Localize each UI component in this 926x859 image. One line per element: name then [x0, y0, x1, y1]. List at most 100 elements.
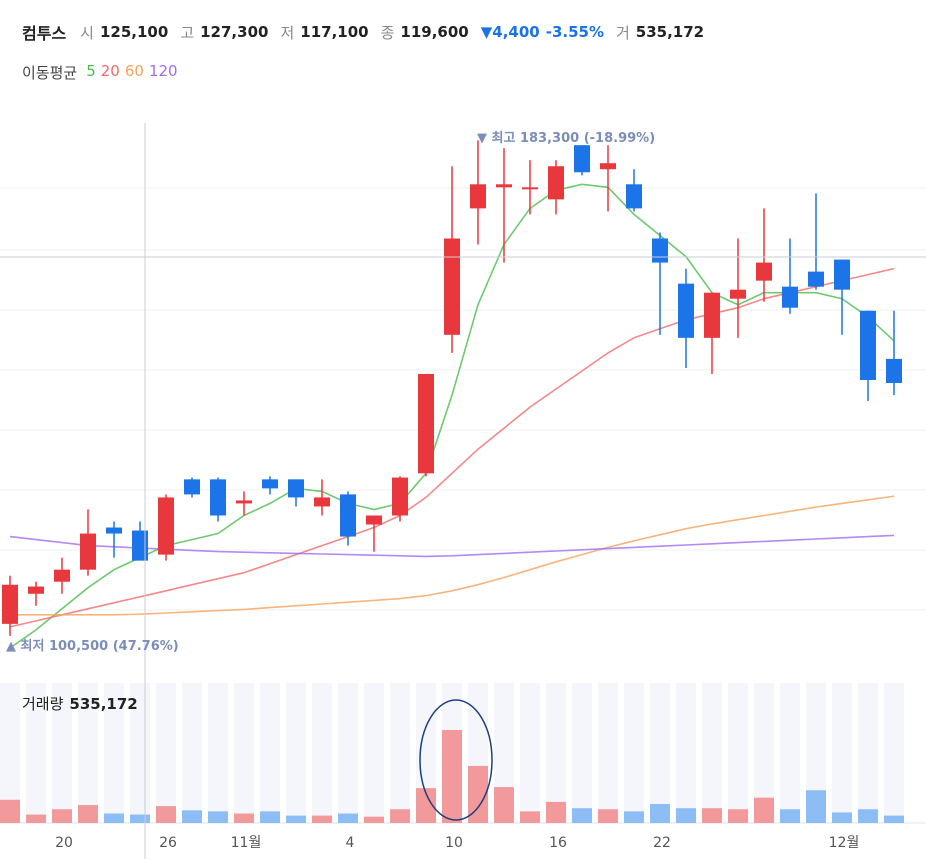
candle — [54, 557, 70, 594]
volume-slot — [78, 683, 98, 823]
candle — [548, 160, 564, 215]
candle — [756, 208, 772, 302]
volume-bar — [858, 809, 878, 823]
volume-slot — [702, 683, 722, 823]
volume-bar — [754, 797, 774, 823]
candle — [886, 310, 902, 396]
volume-slot — [364, 683, 384, 823]
candle-body — [106, 527, 122, 534]
volume-bar — [442, 730, 462, 823]
candle-body — [782, 286, 798, 308]
volume-slot — [546, 683, 566, 823]
candle — [860, 310, 876, 402]
volume-bar — [676, 808, 696, 823]
volume-bar — [598, 809, 618, 823]
x-tick-label: 10 — [445, 835, 463, 851]
volume-slot — [390, 683, 410, 823]
ma-legend-title: 이동평균 — [22, 64, 78, 82]
volume-slot — [650, 683, 670, 823]
low-label: 저 — [280, 23, 295, 42]
ma-legend-5[interactable]: 5 — [86, 62, 96, 80]
volume-bar — [546, 801, 566, 823]
volume-slot — [858, 683, 878, 823]
volume-slot — [780, 683, 800, 823]
high-annotation: ▼ 최고 183,300 (-18.99%) — [477, 131, 655, 146]
volume-slot — [728, 683, 748, 823]
volume-bar — [572, 808, 592, 823]
candle-body — [262, 479, 278, 489]
volume-slot — [832, 683, 852, 823]
candle-body — [730, 289, 746, 299]
volume-slot — [0, 683, 20, 823]
candle — [834, 259, 850, 335]
candle-body — [704, 292, 720, 338]
candle — [210, 477, 226, 522]
volume-slot — [572, 683, 592, 823]
candle — [2, 575, 18, 636]
candle-body — [886, 358, 902, 384]
candle — [184, 477, 200, 498]
candle-body — [418, 373, 434, 474]
volume-bar — [884, 815, 904, 823]
candle — [782, 238, 798, 314]
candle — [106, 521, 122, 558]
candle-body — [808, 271, 824, 287]
volume-bar — [156, 806, 176, 823]
moving-average-legend: 이동평균 5 20 60 120 — [22, 62, 178, 83]
volume-panel-value: 535,172 — [69, 695, 138, 713]
volume-bar — [338, 813, 358, 823]
ma-legend-60[interactable]: 60 — [124, 62, 144, 80]
volume-bar — [832, 812, 852, 823]
volume-slot — [104, 683, 124, 823]
volume-bar — [234, 813, 254, 823]
volume-slot — [676, 683, 696, 823]
volume-panel-title: 거래량 535,172 — [22, 693, 138, 714]
candle-body — [366, 515, 382, 525]
candle-body — [314, 497, 330, 507]
candle-body — [444, 238, 460, 335]
ma-line-120 — [9, 534, 895, 558]
candle — [28, 581, 44, 606]
candle-body — [158, 497, 174, 555]
candle-body — [860, 310, 876, 380]
ma-legend-20[interactable]: 20 — [100, 62, 120, 80]
candle — [808, 193, 824, 290]
volume-bar — [78, 805, 98, 823]
candle-body — [210, 479, 226, 516]
x-tick-label: 11월 — [231, 835, 262, 851]
x-tick-label: 26 — [159, 835, 177, 851]
volume-bar — [312, 815, 332, 823]
volume-bar — [520, 811, 540, 823]
candlesticks — [2, 140, 902, 636]
volume-slot — [52, 683, 72, 823]
candle-body — [548, 166, 564, 200]
candle — [600, 145, 616, 212]
volume-slot — [208, 683, 228, 823]
volume-bar — [364, 816, 384, 823]
volume-bar — [728, 809, 748, 823]
candle — [340, 491, 356, 546]
volume-bar — [806, 790, 826, 823]
close-label: 종 — [380, 23, 395, 42]
candle — [132, 521, 148, 561]
high-label: 고 — [180, 23, 195, 42]
volume-slot — [234, 683, 254, 823]
candle — [652, 232, 668, 335]
volume-value: 535,172 — [635, 23, 705, 41]
candle — [496, 148, 512, 263]
change-value: ▼4,400 — [480, 23, 540, 41]
candle-body — [600, 163, 616, 170]
volume-bar — [182, 810, 202, 823]
volume-bar — [260, 811, 280, 823]
volume-bar — [468, 765, 488, 823]
candle-body — [756, 262, 772, 281]
price-gridlines — [0, 187, 926, 611]
volume-slot — [182, 683, 202, 823]
candle — [314, 479, 330, 516]
candle — [366, 515, 382, 552]
candle-body — [340, 494, 356, 537]
candle-body — [496, 184, 512, 188]
ma-line-60 — [10, 495, 895, 616]
ma-legend-120[interactable]: 120 — [148, 62, 178, 80]
